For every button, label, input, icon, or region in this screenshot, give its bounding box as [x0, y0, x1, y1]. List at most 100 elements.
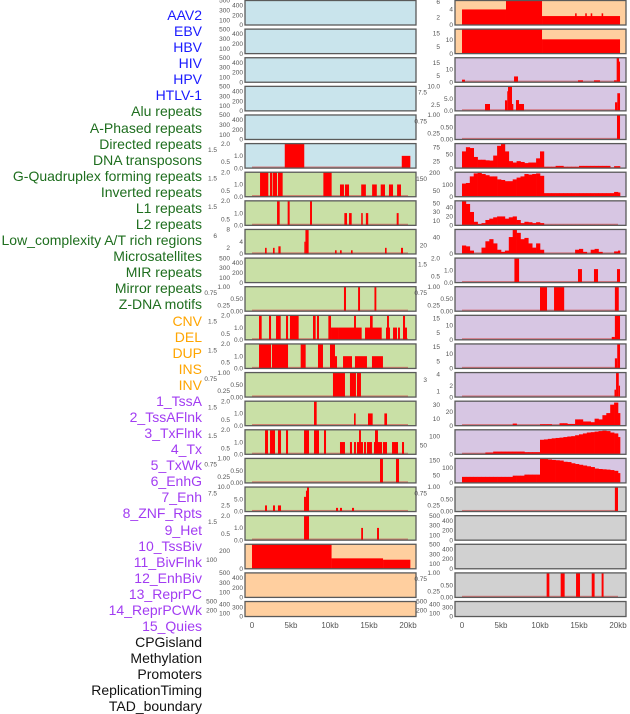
y-tick-label: 2.0 [221, 169, 230, 176]
data-bar [361, 213, 363, 225]
profile-bar [501, 477, 505, 483]
profile-bar [618, 413, 620, 426]
y-tick-label: 1.5 [418, 261, 427, 268]
profile-bar [466, 183, 470, 197]
y-tick-label: 2.0 [221, 313, 230, 320]
profile-bar [587, 433, 591, 455]
data-bar [278, 430, 281, 455]
track-panel-background [455, 344, 626, 369]
y-tick-label: 0.25 [427, 588, 440, 595]
y-tick-label: 4 [449, 7, 453, 14]
profile-bar [606, 431, 610, 454]
y-tick-label: 8 [226, 227, 230, 234]
y-tick-label: 5 [436, 330, 440, 337]
y-tick-label: 200 [206, 608, 217, 615]
profile-bar [505, 181, 509, 197]
y-tick-label: 2 [226, 245, 230, 252]
profile-bar [485, 175, 489, 197]
y-tick-label: 50 [446, 151, 454, 158]
track-panel-background [245, 201, 416, 226]
data-bar [554, 287, 564, 312]
y-tick-label: 400 [232, 260, 243, 267]
profile-bar [614, 471, 618, 483]
y-tick-label: 0 [239, 137, 243, 144]
y-tick-label: 0.75 [414, 290, 427, 297]
data-bar [288, 201, 290, 226]
profile-bar [489, 176, 493, 196]
data-bar [383, 442, 387, 454]
profile-bar [618, 437, 620, 454]
data-bar [505, 100, 507, 111]
data-bar [354, 442, 356, 454]
data-bar [374, 287, 376, 312]
profile-bar [497, 477, 501, 483]
data-bar [290, 315, 299, 340]
profile-bar [482, 160, 486, 168]
data-bar [387, 315, 389, 340]
profile-bar [563, 437, 567, 454]
profile-bar [521, 476, 525, 483]
y-tick-label: 25 [433, 158, 441, 165]
y-tick-label: 200 [219, 548, 230, 555]
y-tick-label: 0 [449, 423, 453, 430]
y-tick-label: 100 [219, 103, 230, 110]
y-tick-label: 75 [433, 144, 441, 151]
data-bar [314, 430, 319, 455]
y-tick-label: 0.75 [414, 490, 427, 497]
data-bar [617, 269, 620, 282]
profile-bar [501, 144, 505, 169]
y-tick-label: 0 [449, 614, 453, 621]
y-tick-label: 100 [442, 182, 453, 189]
profile-bar [610, 470, 614, 483]
track-panel-background [245, 487, 416, 512]
data-bar [285, 144, 305, 169]
y-tick-label: 1.0 [234, 325, 243, 332]
y-tick-label: 400 [232, 31, 243, 38]
data-bar [402, 156, 411, 168]
profile-bar [470, 148, 474, 168]
profile-bar [505, 219, 509, 226]
track-panel-background [455, 58, 626, 83]
profile-bar [528, 163, 532, 169]
track-panel-background [455, 315, 626, 340]
y-tick-label: 50 [420, 442, 428, 449]
data-bar [333, 373, 345, 398]
profile-bar [517, 220, 521, 225]
y-tick-label: 40 [446, 205, 454, 212]
y-tick-label: 0.50 [440, 296, 453, 303]
y-tick-label: 2.5 [221, 503, 230, 510]
y-tick-label: 0.0 [444, 280, 453, 287]
y-tick-label: 0.5 [221, 188, 230, 195]
y-tick-label: 10 [433, 218, 441, 225]
y-tick-label: 0.5 [221, 531, 230, 538]
y-tick-label: 0.50 [230, 296, 243, 303]
y-tick-label: 0 [239, 108, 243, 115]
profile-bar [606, 413, 610, 426]
data-bar [508, 86, 512, 111]
y-tick-label: 15 [433, 60, 441, 67]
y-tick-label: 100 [219, 611, 230, 618]
profile-bar [489, 219, 493, 226]
y-tick-label: 1.0 [234, 153, 243, 160]
y-tick-label: 500 [429, 513, 440, 520]
profile-bar [466, 246, 470, 254]
y-tick-label: 0.50 [230, 468, 243, 475]
profile-bar [591, 432, 595, 454]
y-tick-label: 5 [436, 73, 440, 80]
profile-bar [614, 403, 618, 426]
data-bar [276, 315, 281, 340]
y-tick-label: 1.5 [208, 433, 217, 440]
data-bar [614, 390, 616, 397]
data-bar [578, 269, 582, 282]
profile-bar [610, 405, 614, 426]
y-tick-label: 0.50 [230, 382, 243, 389]
y-tick-label: 500 [219, 84, 230, 91]
y-tick-label: 1.00 [427, 112, 440, 119]
profile-bar [462, 477, 466, 483]
data-bar [485, 104, 490, 111]
data-bar [304, 430, 309, 455]
profile-bar [532, 248, 536, 254]
x-tick-label: 5kb [285, 621, 298, 630]
data-bar [397, 184, 401, 196]
profile-bar [513, 216, 517, 225]
